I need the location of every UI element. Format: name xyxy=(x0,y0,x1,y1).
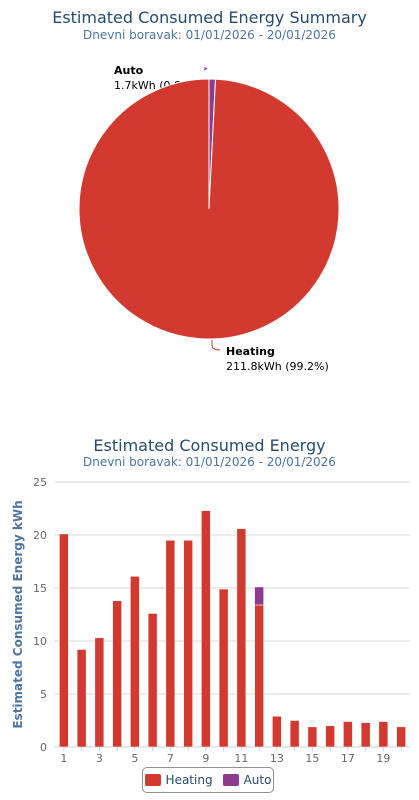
bar-heating-5[interactable] xyxy=(130,576,140,748)
bar-heating-3[interactable] xyxy=(94,637,105,748)
bar-heating-9[interactable] xyxy=(201,510,211,748)
pie-connector-auto xyxy=(203,67,208,71)
x-tick-label-5: 5 xyxy=(131,752,138,765)
x-tick-label-11: 11 xyxy=(234,752,248,765)
legend-label-heating: Heating xyxy=(165,773,213,787)
x-tick-label-1: 1 xyxy=(60,752,67,765)
pie-connector-heating xyxy=(211,340,221,351)
pie-label-name-heating: Heating xyxy=(226,345,275,358)
bar-heating-18[interactable] xyxy=(360,722,371,748)
x-tick-label-17: 17 xyxy=(341,752,355,765)
bar-chart-subtitle: Dnevni boravak: 01/01/2026 - 20/01/2026 xyxy=(83,455,336,469)
bar-heating-1[interactable] xyxy=(59,533,69,748)
y-tick-label-20: 20 xyxy=(33,529,47,542)
y-tick-label-10: 10 xyxy=(33,635,47,648)
legend-item-heating[interactable]: Heating xyxy=(144,773,213,787)
bar-heating-6[interactable] xyxy=(147,613,158,748)
x-tick-label-13: 13 xyxy=(270,752,284,765)
legend-swatch-auto xyxy=(222,774,239,786)
y-tick-label-15: 15 xyxy=(33,582,47,595)
bar-heating-13[interactable] xyxy=(272,716,282,748)
bar-heating-19[interactable] xyxy=(378,721,389,748)
x-tick-label-9: 9 xyxy=(202,752,209,765)
bar-heating-7[interactable] xyxy=(165,540,176,748)
legend-item-auto[interactable]: Auto xyxy=(222,773,272,787)
bar-heating-17[interactable] xyxy=(343,721,353,748)
x-tick-label-19: 19 xyxy=(376,752,390,765)
y-tick-label-25: 25 xyxy=(33,476,47,489)
bar-chart-section: Estimated Consumed Energy Dnevni boravak… xyxy=(0,430,419,800)
bar-heating-8[interactable] xyxy=(183,540,193,748)
bar-heating-14[interactable] xyxy=(289,720,300,748)
bar-heating-12[interactable] xyxy=(254,604,264,748)
x-tick-label-3: 3 xyxy=(96,752,103,765)
pie-slice-heating[interactable] xyxy=(78,78,340,340)
bar-heating-16[interactable] xyxy=(325,725,335,748)
bar-heating-10[interactable] xyxy=(218,588,229,748)
bar-chart-title: Estimated Consumed Energy xyxy=(93,436,326,455)
bar-heating-20[interactable] xyxy=(396,726,406,748)
bar-heating-15[interactable] xyxy=(307,726,318,748)
x-tick-label-15: 15 xyxy=(305,752,319,765)
x-tick-label-7: 7 xyxy=(167,752,174,765)
chart-legend: Heating Auto xyxy=(142,767,274,793)
bar-auto-12[interactable] xyxy=(254,586,264,606)
bar-heating-4[interactable] xyxy=(112,600,122,748)
pie-chart-section: Estimated Consumed Energy Summary Dnevni… xyxy=(52,8,367,373)
pie-chart-title: Estimated Consumed Energy Summary xyxy=(52,8,367,27)
bar-heating-11[interactable] xyxy=(236,528,247,748)
pie-label-name-auto: Auto xyxy=(114,64,144,77)
y-tick-label-5: 5 xyxy=(40,688,47,701)
legend-label-auto: Auto xyxy=(243,773,272,787)
y-tick-label-0: 0 xyxy=(40,741,47,754)
legend-swatch-heating xyxy=(144,774,161,786)
y-axis-label: Estimated Consumed Energy kWh xyxy=(11,500,25,728)
pie-chart-subtitle: Dnevni boravak: 01/01/2026 - 20/01/2026 xyxy=(83,28,336,42)
bar-heating-2[interactable] xyxy=(76,649,87,748)
pie-label-value-heating: 211.8kWh (99.2%) xyxy=(226,360,329,373)
